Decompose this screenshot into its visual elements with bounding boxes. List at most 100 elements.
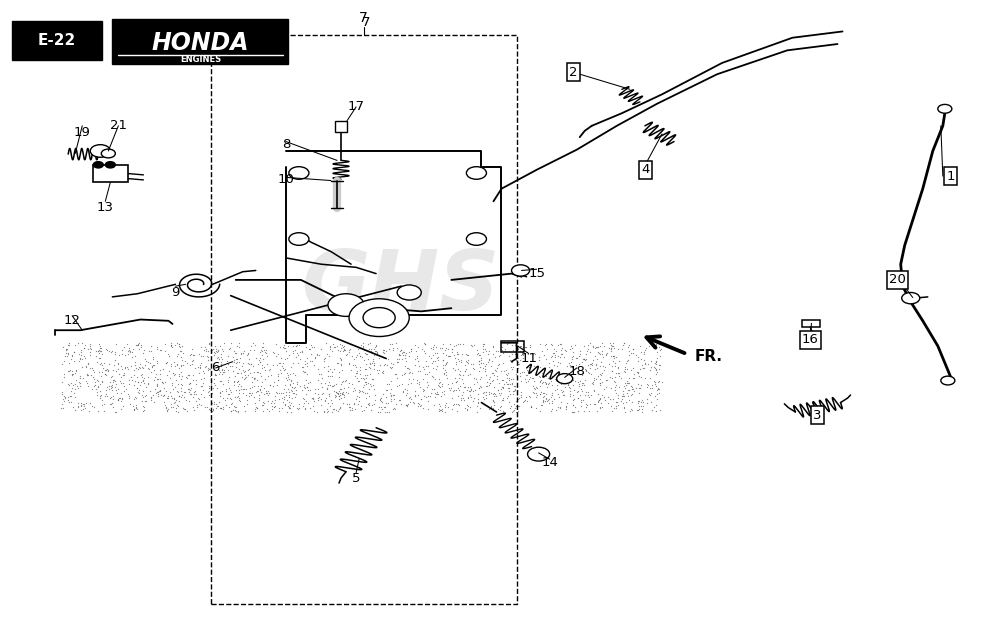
Point (495, 382, 511, 392)
Point (563, 352, 579, 362)
Point (516, 349, 532, 359)
Point (255, 354, 271, 364)
Point (349, 350, 365, 360)
Point (564, 362, 580, 372)
Point (299, 359, 315, 369)
Point (199, 352, 215, 362)
Point (404, 367, 420, 377)
Point (607, 403, 623, 413)
Point (230, 364, 246, 374)
Point (238, 399, 255, 409)
Point (417, 339, 433, 349)
Point (75, 373, 91, 383)
Point (609, 391, 625, 401)
Point (279, 367, 295, 377)
Point (444, 363, 460, 373)
Point (320, 366, 336, 376)
Point (324, 367, 340, 377)
Point (509, 363, 525, 373)
Point (403, 344, 419, 354)
Point (212, 349, 228, 359)
Point (287, 392, 303, 402)
Point (99, 364, 115, 374)
Point (219, 350, 235, 360)
Point (120, 389, 136, 399)
Point (611, 382, 627, 392)
Point (437, 407, 453, 417)
Point (139, 372, 155, 382)
Point (106, 375, 122, 385)
Point (213, 361, 229, 371)
Point (149, 381, 165, 391)
Point (590, 347, 606, 357)
Point (261, 371, 277, 381)
Point (572, 391, 588, 401)
Point (485, 349, 501, 359)
Point (477, 343, 493, 353)
Point (133, 377, 149, 387)
Point (361, 344, 377, 354)
Point (215, 367, 231, 377)
Point (558, 361, 574, 371)
Point (185, 389, 201, 399)
Point (540, 373, 556, 383)
Point (471, 350, 487, 360)
Point (352, 369, 368, 379)
Point (210, 365, 226, 375)
Point (646, 357, 662, 367)
Point (282, 403, 298, 413)
Point (320, 361, 336, 371)
Point (78, 398, 94, 408)
Point (373, 402, 389, 412)
Point (581, 368, 597, 378)
Point (383, 396, 399, 406)
Point (85, 365, 101, 376)
Point (100, 346, 116, 356)
Point (80, 344, 96, 354)
Point (89, 387, 105, 397)
Point (185, 355, 201, 365)
Point (525, 381, 541, 391)
Point (252, 394, 268, 404)
Point (571, 346, 587, 356)
Point (199, 346, 215, 356)
Point (257, 365, 273, 376)
Point (227, 404, 243, 415)
Point (307, 388, 323, 398)
Point (82, 341, 98, 351)
Point (411, 399, 427, 409)
Point (135, 377, 151, 387)
Point (577, 364, 593, 374)
Point (311, 384, 327, 394)
Point (351, 342, 367, 352)
Point (553, 398, 569, 408)
Point (427, 342, 443, 352)
Point (384, 339, 400, 349)
Bar (210, 35, 516, 604)
Point (427, 348, 443, 358)
Point (576, 390, 592, 400)
Point (450, 354, 466, 364)
Point (250, 355, 267, 365)
Point (420, 380, 436, 390)
Point (284, 382, 300, 392)
Point (331, 394, 347, 404)
Point (376, 402, 392, 412)
Point (485, 368, 501, 378)
Point (593, 338, 609, 348)
Point (565, 386, 581, 396)
Point (282, 369, 298, 379)
Point (89, 406, 105, 416)
Point (472, 381, 488, 391)
Point (66, 356, 82, 366)
Circle shape (289, 167, 309, 179)
Point (247, 352, 264, 362)
Point (597, 375, 613, 385)
Point (372, 407, 388, 417)
Point (366, 399, 382, 409)
Text: 1: 1 (946, 170, 954, 182)
Point (550, 350, 566, 360)
Point (133, 342, 149, 352)
Point (82, 370, 98, 381)
Point (573, 378, 589, 388)
